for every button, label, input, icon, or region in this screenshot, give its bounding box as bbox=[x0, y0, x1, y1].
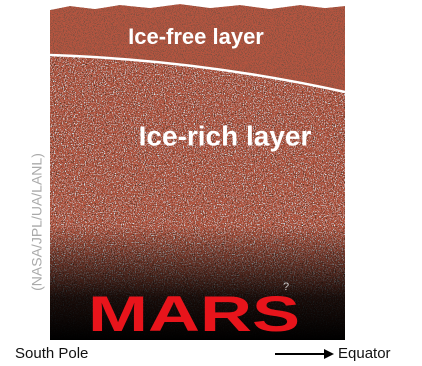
left-axis-label: South Pole bbox=[15, 345, 88, 362]
planet-label: MARS bbox=[88, 286, 300, 342]
credit: (NASA/JPL/UA/LANL) bbox=[29, 153, 45, 291]
diagram: Ice-free layer Ice-rich layer ? MARS (NA… bbox=[0, 0, 422, 366]
arrow-head bbox=[324, 349, 334, 359]
page: {"labels": {"top_layer": "Ice-free layer… bbox=[0, 0, 422, 366]
top-layer-label: Ice-free layer bbox=[128, 24, 264, 49]
right-axis-label: Equator bbox=[338, 345, 391, 362]
middle-layer-label: Ice-rich layer bbox=[139, 120, 312, 151]
